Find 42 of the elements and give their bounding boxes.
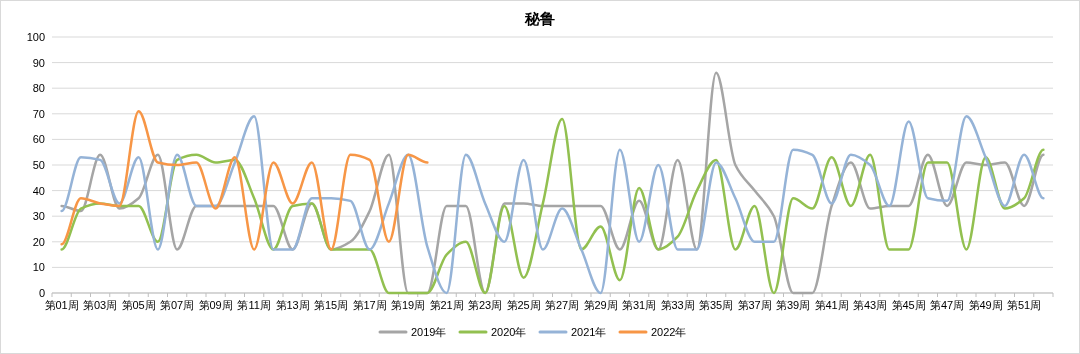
x-tick-label: 第33周 bbox=[660, 299, 695, 311]
x-tick-label: 第05周 bbox=[121, 299, 156, 311]
x-tick-label: 第37周 bbox=[737, 299, 772, 311]
x-tick-label: 第49周 bbox=[968, 299, 1003, 311]
y-tick-label: 80 bbox=[32, 82, 45, 95]
y-tick-label: 70 bbox=[32, 107, 45, 120]
legend-label: 2021年 bbox=[571, 326, 607, 338]
y-tick-label: 90 bbox=[32, 56, 45, 69]
x-tick-label: 第11周 bbox=[237, 299, 271, 311]
x-tick-label: 第21周 bbox=[429, 299, 464, 311]
y-tick-label: 10 bbox=[32, 261, 45, 274]
x-tick-label: 第35周 bbox=[699, 299, 734, 311]
y-tick-label: 40 bbox=[32, 184, 45, 197]
y-tick-label: 30 bbox=[32, 210, 45, 223]
x-tick-label: 第07周 bbox=[160, 299, 195, 311]
x-tick-label: 第45周 bbox=[891, 299, 926, 311]
x-tick-label: 第25周 bbox=[506, 299, 541, 311]
x-tick-label: 第23周 bbox=[468, 299, 503, 311]
x-tick-label: 第03周 bbox=[83, 299, 118, 311]
y-tick-label: 20 bbox=[32, 235, 45, 248]
legend-label: 2020年 bbox=[491, 326, 527, 338]
x-tick-label: 第41周 bbox=[814, 299, 849, 311]
x-tick-label: 第47周 bbox=[930, 299, 965, 311]
x-tick-label: 第09周 bbox=[198, 299, 233, 311]
legend-label: 2019年 bbox=[411, 326, 447, 338]
x-tick-label: 第01周 bbox=[44, 299, 79, 311]
x-tick-label: 第43周 bbox=[853, 299, 888, 311]
x-tick-label: 第31周 bbox=[622, 299, 657, 311]
x-tick-label: 第51周 bbox=[1007, 299, 1042, 311]
y-tick-label: 0 bbox=[38, 287, 45, 299]
x-tick-label: 第17周 bbox=[352, 299, 387, 311]
x-tick-label: 第27周 bbox=[545, 299, 580, 311]
y-tick-label: 60 bbox=[32, 133, 45, 146]
chart-title: 秘鲁 bbox=[524, 10, 555, 27]
x-tick-label: 第15周 bbox=[314, 299, 349, 311]
x-tick-label: 第39周 bbox=[776, 299, 811, 311]
x-tick-label: 第19周 bbox=[391, 299, 426, 311]
legend-label: 2022年 bbox=[651, 326, 687, 338]
y-tick-label: 50 bbox=[32, 159, 45, 171]
x-tick-label: 第13周 bbox=[275, 299, 310, 311]
y-tick-label: 100 bbox=[26, 31, 45, 43]
x-tick-label: 第29周 bbox=[583, 299, 618, 311]
